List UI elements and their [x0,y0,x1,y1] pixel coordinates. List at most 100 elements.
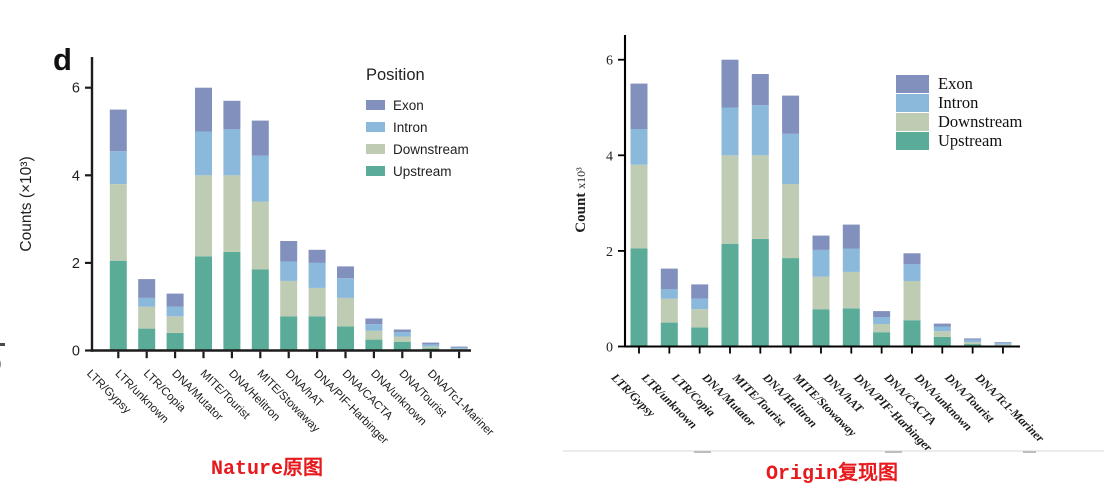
downstream-segment-DNA/Tc1-Mariner [994,344,1012,346]
intron-segment-LTR/unknown [138,297,156,307]
legend-item-intron: Intron [366,116,469,138]
downstream-segment-LTR/Copia [166,316,184,333]
exon-segment-DNA/PIF-Harbinger [337,266,354,279]
legend-item-exon: Exon [896,74,1022,93]
downstream-segment-DNA/CACTA [365,330,383,340]
intron-segment-DNA/Helitron [251,155,269,202]
upstream-segment-DNA/Helitron [251,269,269,351]
downstream-segment-LTR/Copia [691,309,709,328]
upstream-segment-DNA/Helitron [782,258,800,347]
exon-segment-DNA/Tourist [964,338,982,340]
origin-legend: Exon Intron Downstream Upstream [896,74,1022,150]
downstream-segment-LTR/unknown [660,298,678,323]
downstream-segment-MITE/Tourist [223,175,241,252]
upstream-segment-DNA/Mutator [721,243,739,347]
legend-item-downstream: Downstream [366,138,469,160]
nature-legend: Position Exon Intron Downstream Upstream [366,66,469,182]
upstream-segment-MITE/Tourist [223,251,241,351]
y-tick-label: 0 [72,344,80,360]
exon-segment-DNA/Tc1-Mariner [994,342,1012,344]
legend-item-intron: Intron [896,93,1022,112]
exon-segment-LTR/unknown [660,268,678,290]
panel-label: d [53,42,72,77]
intron-segment-DNA/Mutator [721,107,739,156]
legend-label: Upstream [938,130,1003,150]
intron-segment-DNA/Tc1-Mariner [450,347,468,349]
table-border-artifact-dash [694,451,711,453]
downstream-segment-DNA/Helitron [251,201,269,270]
downstream-segment-DNA/hAT [308,287,326,317]
legend-item-downstream: Downstream [896,112,1022,131]
intron-swatch [366,122,385,132]
nature-caption: Nature原图 [211,458,324,481]
exon-segment-LTR/Gypsy [630,83,648,129]
downstream-segment-LTR/unknown [138,306,156,329]
intron-segment-LTR/Copia [691,298,709,310]
upstream-segment-LTR/unknown [660,322,678,347]
y-axis-title: Counts (×10³) [18,156,35,251]
downstream-segment-DNA/Tourist [964,342,982,345]
downstream-swatch [896,112,929,131]
intron-segment-DNA/PIF-Harbinger [337,278,354,298]
exon-segment-DNA/CACTA [903,253,921,265]
exon-segment-DNA/Mutator [721,59,739,108]
y-tick-label: 6 [72,81,80,97]
upstream-segment-DNA/unknown [393,341,411,351]
legend-label: Downstream [393,141,469,157]
intron-segment-DNA/Mutator [195,131,212,176]
intron-segment-DNA/hAT [308,262,326,288]
downstream-swatch [366,144,385,154]
exon-segment-DNA/hAT [842,224,860,249]
intron-swatch [896,93,929,112]
upstream-segment-DNA/unknown [933,336,951,347]
legend-item-upstream: Upstream [896,131,1022,150]
downstream-segment-LTR/Gypsy [630,164,648,249]
downstream-segment-DNA/PIF-Harbinger [873,324,891,333]
downstream-segment-DNA/Helitron [782,184,800,259]
downstream-segment-DNA/Mutator [721,155,739,244]
exon-segment-LTR/Gypsy [109,109,127,152]
exon-segment-LTR/Copia [691,284,709,299]
intron-segment-DNA/PIF-Harbinger [873,317,891,324]
exon-segment-DNA/Mutator [195,87,212,132]
exon-segment-DNA/Helitron [782,95,800,134]
exon-segment-DNA/unknown [393,329,411,333]
downstream-segment-DNA/hAT [842,271,860,309]
upstream-swatch [366,166,385,176]
y-tick-label: 2 [606,245,613,260]
upstream-segment-LTR/Gypsy [630,248,648,347]
upstream-segment-LTR/Gypsy [109,260,127,351]
intron-segment-MITE/Stowaway [812,249,830,277]
intron-segment-DNA/CACTA [903,264,921,281]
table-border-artifact-dash [1023,451,1036,453]
downstream-segment-DNA/Tourist [422,346,440,349]
exon-segment-DNA/hAT [308,249,326,263]
exon-segment-DNA/PIF-Harbinger [873,311,891,318]
downstream-segment-DNA/unknown [393,336,411,342]
legend-label: Downstream [938,111,1023,131]
exon-segment-MITE/Tourist [223,100,241,130]
intron-segment-DNA/Tourist [422,344,440,347]
exon-segment-LTR/Copia [166,293,184,307]
intron-segment-MITE/Tourist [751,105,769,156]
upstream-segment-DNA/hAT [842,308,860,347]
legend-label: Upstream [393,163,452,179]
intron-segment-DNA/CACTA [365,324,383,331]
intron-segment-MITE/Tourist [223,129,241,176]
legend-label: Intron [393,119,428,135]
upstream-segment-MITE/Stowaway [812,309,830,347]
exon-segment-MITE/Stowaway [812,235,830,250]
exon-segment-MITE/Tourist [751,74,769,106]
intron-segment-LTR/unknown [660,289,678,299]
intron-segment-LTR/Gypsy [630,129,648,165]
downstream-segment-DNA/CACTA [903,281,921,321]
left-edge-artifact-paren: ) [0,355,1,373]
exon-segment-DNA/Tourist [422,342,440,345]
downstream-segment-LTR/Gypsy [109,184,127,261]
y-tick-label: 4 [606,149,613,164]
downstream-segment-MITE/Stowaway [280,280,298,317]
upstream-segment-DNA/PIF-Harbinger [873,332,891,347]
intron-segment-MITE/Stowaway [280,261,298,281]
downstream-segment-DNA/Tc1-Mariner [450,348,468,350]
